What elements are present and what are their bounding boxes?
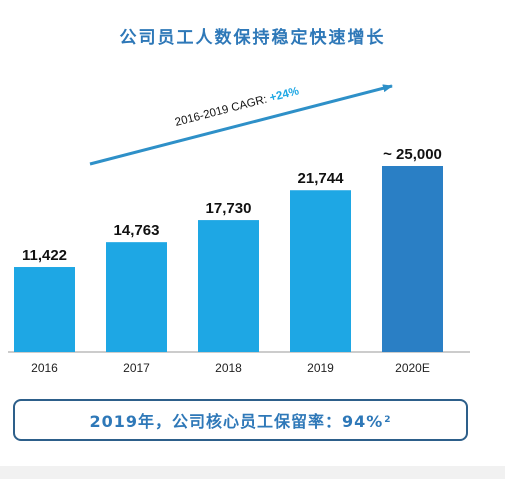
bottom-strip [0,466,505,479]
bar-value-label-2017: 14,763 [114,222,160,239]
cagr-value: +24% [268,85,300,104]
x-tick-label-2016: 2016 [31,361,58,375]
x-tick-label-2017: 2017 [123,361,150,375]
bar-value-label-2016: 11,422 [22,247,67,264]
bar-2020E [382,166,443,352]
bar-2016 [14,267,75,352]
bar-value-label-2018: 17,730 [206,200,252,217]
x-tick-label-2018: 2018 [215,361,242,375]
bar-2019 [290,190,351,352]
x-tick-label-2020E: 2020E [395,361,430,375]
cagr-annotation: 2016-2019 CAGR: +24% [89,84,393,166]
bar-2018 [198,220,259,352]
chart-title: 公司员工人数保持稳定快速增长 [119,28,386,48]
retention-footnote: 2 [384,415,392,425]
retention-callout: 2019年，公司核心员工保留率：94% 2 [13,399,468,441]
cagr-label: 2016-2019 CAGR: +24% [174,85,300,129]
cagr-arrow [89,84,393,166]
bar-value-label-2019: 21,744 [298,170,345,187]
bar-2017 [106,242,167,352]
cagr-label-text: 2016-2019 CAGR: [174,93,272,129]
x-tick-label-2019: 2019 [307,361,334,375]
bar-value-label-2020E: ~ 25,000 [383,146,442,163]
retention-text: 2019年，公司核心员工保留率：94% [89,412,384,431]
